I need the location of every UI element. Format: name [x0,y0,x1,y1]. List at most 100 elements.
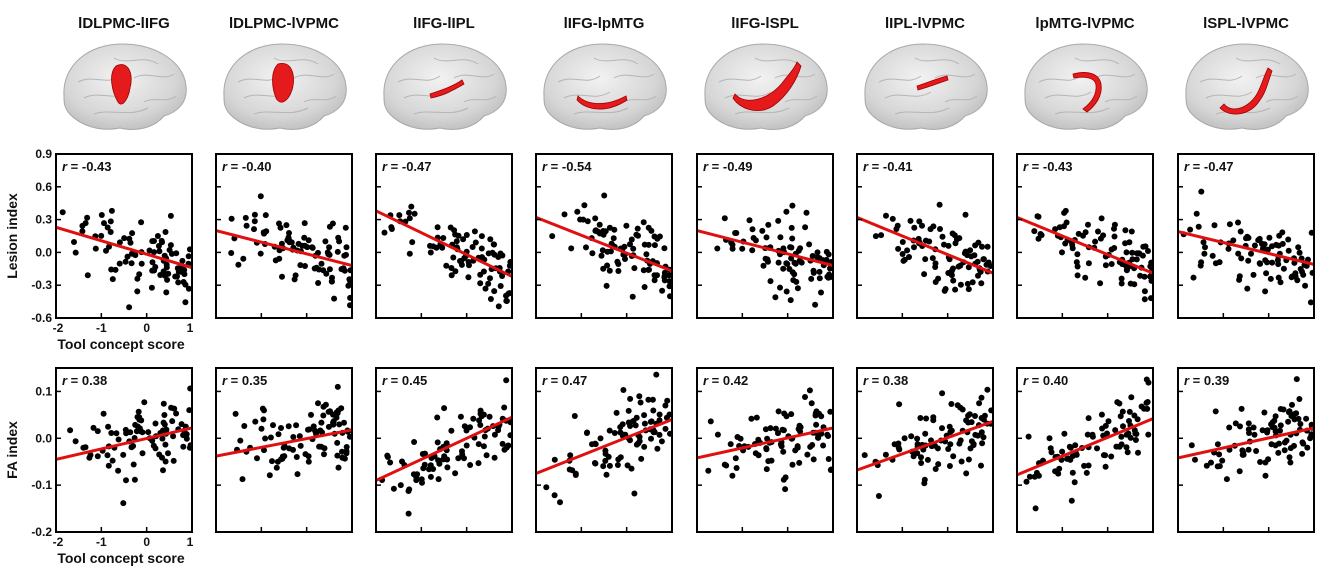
data-point [169,418,176,425]
data-point [1141,296,1148,303]
data-point [981,412,988,419]
data-point [120,500,127,507]
data-point [1307,435,1314,442]
data-point [181,267,188,273]
data-point [792,447,799,454]
data-point [739,245,746,252]
data-point [630,245,637,252]
data-point [763,234,770,241]
data-point [324,249,331,256]
data-point [1238,255,1245,262]
data-point [809,253,816,259]
data-point [806,241,813,248]
data-point [1230,237,1237,244]
r-value-label: r = 0.47 [542,373,587,388]
data-point [936,201,943,208]
regression-line [697,426,833,460]
data-point [1134,416,1141,423]
data-point [163,261,170,268]
data-point [1122,227,1129,234]
data-point [592,227,599,234]
data-point [103,247,109,254]
data-point [796,422,803,429]
data-point [1118,433,1125,440]
data-point [827,408,833,415]
data-point [168,250,175,257]
data-point [448,265,455,271]
data-point [257,193,264,200]
data-point [958,458,965,465]
data-point [667,293,672,300]
data-point [1142,243,1149,250]
data-point [624,462,631,469]
data-point [967,247,974,254]
data-point [797,245,804,252]
tract-highlight [732,61,802,111]
data-point [293,454,300,460]
data-point [161,252,168,259]
r-value-label: r = -0.41 [863,159,913,174]
data-point [965,264,972,271]
scatter-panel-r1-c1: r = -0.43 [55,153,193,319]
data-point [1108,453,1115,460]
data-point [965,456,972,463]
data-point [1123,444,1130,451]
data-point [1069,245,1076,252]
data-point [130,443,137,449]
data-point [1137,272,1144,279]
data-point [946,423,953,430]
data-point [979,440,986,447]
data-point [948,401,955,407]
data-point [482,285,489,292]
data-point [1085,462,1092,469]
data-point [899,251,906,257]
data-point [583,430,590,436]
data-point [1299,450,1306,457]
data-point [1238,405,1245,412]
data-point [495,303,502,310]
data-point [635,232,641,239]
data-point [1277,422,1284,429]
data-point [170,433,177,440]
data-point [347,294,352,301]
data-point [941,241,947,248]
data-point [478,233,485,240]
data-point [1193,210,1200,217]
data-point [469,244,476,250]
data-point [765,258,771,265]
data-point [645,396,652,403]
data-point [780,448,787,455]
data-point [435,476,442,483]
data-point [1105,418,1112,425]
data-point [797,428,804,435]
data-point [627,395,634,402]
scatter-panel-r1-c5: r = -0.49 [696,153,834,319]
data-point [318,260,325,267]
data-point [156,248,163,255]
r-value-label: r = -0.47 [1184,159,1234,174]
data-point [918,454,924,461]
data-point [543,484,550,491]
data-point [787,297,794,304]
brain-icon [1024,43,1148,130]
r-value-label: r = 0.38 [62,373,107,388]
data-point [628,236,635,243]
data-point [82,220,89,227]
data-point [331,295,338,302]
data-point [1133,431,1140,437]
data-point [1235,219,1241,226]
data-point [580,216,587,223]
data-point [1245,446,1252,453]
data-point [84,272,91,279]
data-point [328,278,335,285]
data-point [638,455,645,462]
data-point [893,226,900,232]
data-point [1145,248,1151,254]
data-point [788,411,795,418]
data-point [505,442,512,449]
data-point [104,224,111,231]
data-point [116,239,123,246]
data-point [419,451,426,457]
data-point [1082,229,1089,236]
data-point [116,260,123,267]
